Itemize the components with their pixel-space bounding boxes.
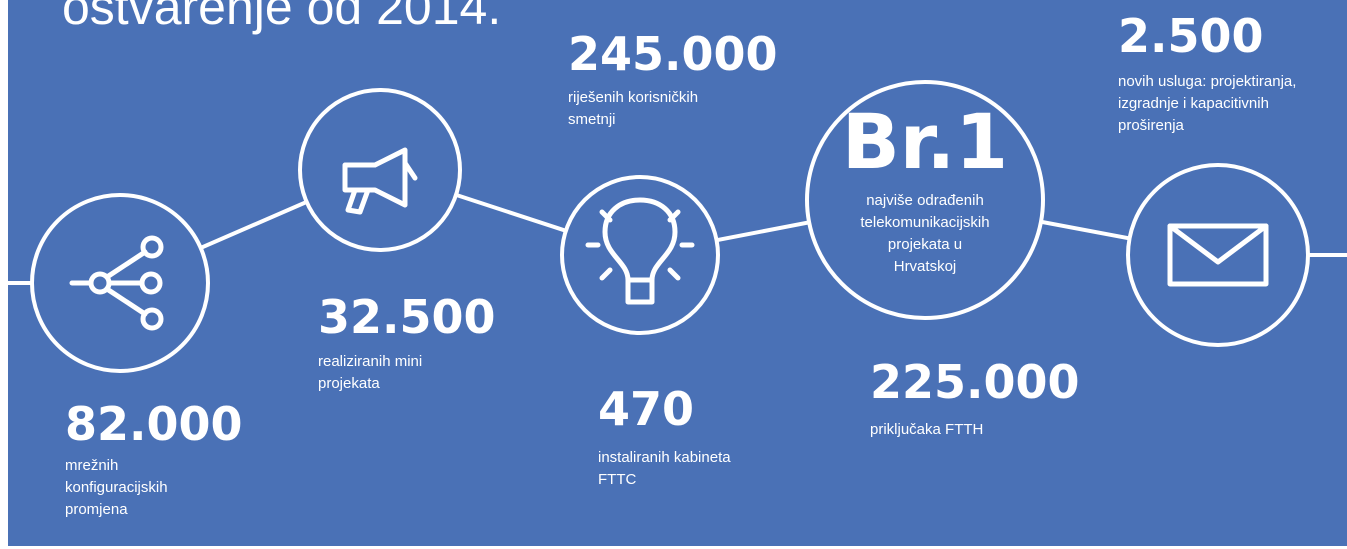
megaphone-icon bbox=[342, 147, 418, 215]
stat-label: konfiguracijskih bbox=[65, 479, 168, 496]
title: ostvarenje od 2014. bbox=[62, 0, 501, 35]
stat-label: priključaka FTTH bbox=[870, 421, 983, 438]
stat-number: 245.000 bbox=[568, 27, 778, 81]
mail-icon bbox=[1167, 223, 1269, 287]
badge-label: telekomunikacijskih bbox=[860, 214, 989, 231]
stat-label: riješenih korisničkih bbox=[568, 89, 698, 106]
circles bbox=[30, 80, 1310, 373]
circle bbox=[560, 175, 720, 335]
stat-number: 225.000 bbox=[870, 355, 1080, 409]
stat-label: izgradnje i kapacitivnih bbox=[1118, 95, 1269, 112]
circle bbox=[298, 88, 462, 252]
stat-label: FTTC bbox=[598, 471, 636, 488]
stat-number: 32.500 bbox=[318, 290, 496, 344]
stat-label: instaliranih kabineta bbox=[598, 449, 731, 466]
stat-label: realiziranih mini bbox=[318, 353, 422, 370]
labels: 82.000 mrežnih konfiguracijskih promjena 32.… bbox=[65, 9, 1296, 518]
stat-label: projekata bbox=[318, 375, 380, 392]
stat-label: proširenja bbox=[1118, 117, 1185, 134]
stat-label: mrežnih bbox=[65, 457, 118, 474]
badge-number: Br.1 bbox=[842, 97, 1008, 186]
stat-number: 82.000 bbox=[65, 397, 243, 451]
badge-label: projekata u bbox=[888, 236, 962, 253]
stat-label: promjena bbox=[65, 501, 128, 518]
circle bbox=[1126, 163, 1310, 347]
stat-number: 2.500 bbox=[1118, 9, 1264, 63]
stat-label: smetnji bbox=[568, 111, 616, 128]
stat-number: 470 bbox=[598, 382, 694, 436]
share-icon bbox=[69, 235, 164, 331]
stat-label: novih usluga: projektiranja, bbox=[1118, 73, 1296, 90]
circle bbox=[805, 80, 1045, 320]
bulb-icon bbox=[585, 197, 695, 305]
badge-label: Hrvatskoj bbox=[894, 258, 957, 275]
badge-label: najviše odrađenih bbox=[866, 192, 984, 209]
